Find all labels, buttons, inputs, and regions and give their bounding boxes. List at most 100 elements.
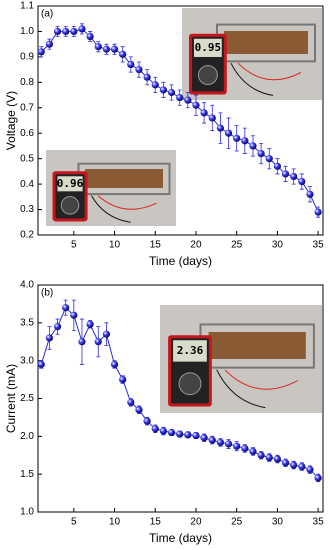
- y-tick-label: 0.9: [20, 52, 34, 63]
- data-point: [159, 86, 167, 94]
- data-point: [200, 434, 208, 442]
- x-tick-label: 25: [231, 517, 243, 528]
- data-point: [265, 155, 273, 163]
- wire: [230, 62, 274, 96]
- data-point: [208, 114, 216, 122]
- y-tick-label: 2.0: [20, 431, 34, 442]
- data-point: [290, 172, 298, 181]
- plot-frame: [37, 5, 324, 236]
- data-point: [249, 447, 257, 456]
- data-point: [216, 438, 224, 446]
- y-tick-label: 3.5: [20, 317, 34, 328]
- multimeter-lcd: [173, 340, 207, 362]
- y-tick-label: 2.5: [20, 393, 34, 404]
- data-point: [216, 124, 224, 132]
- data-point: [224, 440, 233, 448]
- data-point: [241, 137, 249, 145]
- data-point: [78, 25, 86, 33]
- x-tick-label: 30: [272, 240, 284, 251]
- chart: 0.95 0.96 0.2 0.3 0.4 0.5 0.6 0.7 0.8 0.9 1.0 1.1 5 1…: [4, 1, 325, 269]
- y-tick-label: 0.3: [20, 204, 34, 215]
- data-point: [86, 32, 94, 41]
- y-tick-label: 1.1: [20, 1, 34, 12]
- x-tick-label: 10: [109, 240, 121, 251]
- data-point: [102, 330, 110, 338]
- x-tick-label: 5: [71, 240, 77, 251]
- wire: [224, 369, 298, 390]
- y-tick-label: 1.5: [20, 469, 34, 480]
- data-point: [45, 40, 54, 48]
- x-tick-label: 35: [313, 517, 325, 528]
- meter-reading: 2.36: [177, 344, 204, 357]
- data-point: [257, 149, 265, 158]
- data-point: [298, 463, 306, 471]
- x-tick-label: 30: [272, 517, 284, 528]
- data-point: [273, 455, 281, 463]
- data-point: [110, 360, 119, 369]
- y-tick-label: 0.6: [20, 128, 34, 139]
- device-board: [85, 169, 163, 188]
- data-point: [290, 461, 298, 469]
- y-tick-label: 4.0: [20, 280, 34, 291]
- data-point: [94, 43, 102, 51]
- data-point: [119, 375, 127, 384]
- y-tick-label: 0.5: [20, 153, 34, 164]
- data-point: [135, 406, 143, 414]
- data-point: [37, 48, 45, 56]
- wire: [91, 195, 131, 223]
- wire: [237, 62, 302, 81]
- y-tick-label: 0.4: [20, 179, 34, 190]
- x-tick-label: 20: [190, 240, 202, 251]
- data-point: [143, 417, 151, 425]
- data-point: [37, 360, 45, 369]
- data-point: [176, 94, 184, 102]
- data-point: [306, 190, 314, 198]
- x-tick-label: 10: [109, 517, 121, 528]
- device-board: [224, 31, 308, 54]
- data-point: [184, 431, 192, 439]
- data-point: [151, 81, 159, 89]
- data-point: [62, 304, 70, 312]
- multimeter-dial: [60, 196, 80, 215]
- data-point: [159, 427, 167, 435]
- y-tick-label: 0.2: [20, 230, 34, 241]
- data-point: [233, 134, 241, 142]
- data-point: [86, 320, 94, 328]
- meter-reading: 0.96: [57, 177, 84, 190]
- panel-label: (b): [41, 288, 53, 299]
- data-point: [70, 27, 78, 36]
- data-point: [70, 311, 78, 319]
- data-point: [176, 430, 184, 438]
- multimeter-dial: [197, 65, 218, 85]
- data-point: [143, 73, 151, 81]
- x-axis-label: Time (days): [149, 254, 212, 268]
- wire: [216, 369, 266, 409]
- y-tick-label: 1.0: [20, 507, 34, 518]
- x-tick-label: 15: [150, 517, 162, 528]
- data-point: [62, 27, 70, 36]
- x-tick-label: 35: [313, 240, 325, 251]
- multimeter-lcd: [57, 176, 83, 192]
- data-point: [281, 459, 290, 467]
- y-axis-label: Current (mA): [4, 364, 18, 433]
- data-point: [257, 451, 265, 459]
- data-point: [306, 466, 314, 474]
- data-point: [200, 109, 208, 117]
- data-point: [167, 88, 176, 97]
- data-point: [151, 425, 159, 433]
- multimeter-dial: [178, 372, 202, 396]
- y-tick-label: 0.7: [20, 102, 34, 113]
- y-tick-label: 0.8: [20, 77, 34, 88]
- data-point: [94, 338, 102, 346]
- data-point: [224, 129, 233, 137]
- wire: [97, 195, 157, 210]
- data-point: [102, 45, 110, 53]
- x-axis-label: Time (days): [149, 531, 212, 545]
- chart: 2.36 1.0 1.5 2.0 2.5 3.0 3.5 4.0 5 10 15 20 25 30 35 Ti…: [4, 280, 325, 546]
- data-point: [78, 338, 86, 346]
- meter-reading: 0.95: [195, 41, 222, 54]
- y-tick-label: 3.0: [20, 355, 34, 366]
- data-point: [53, 27, 62, 36]
